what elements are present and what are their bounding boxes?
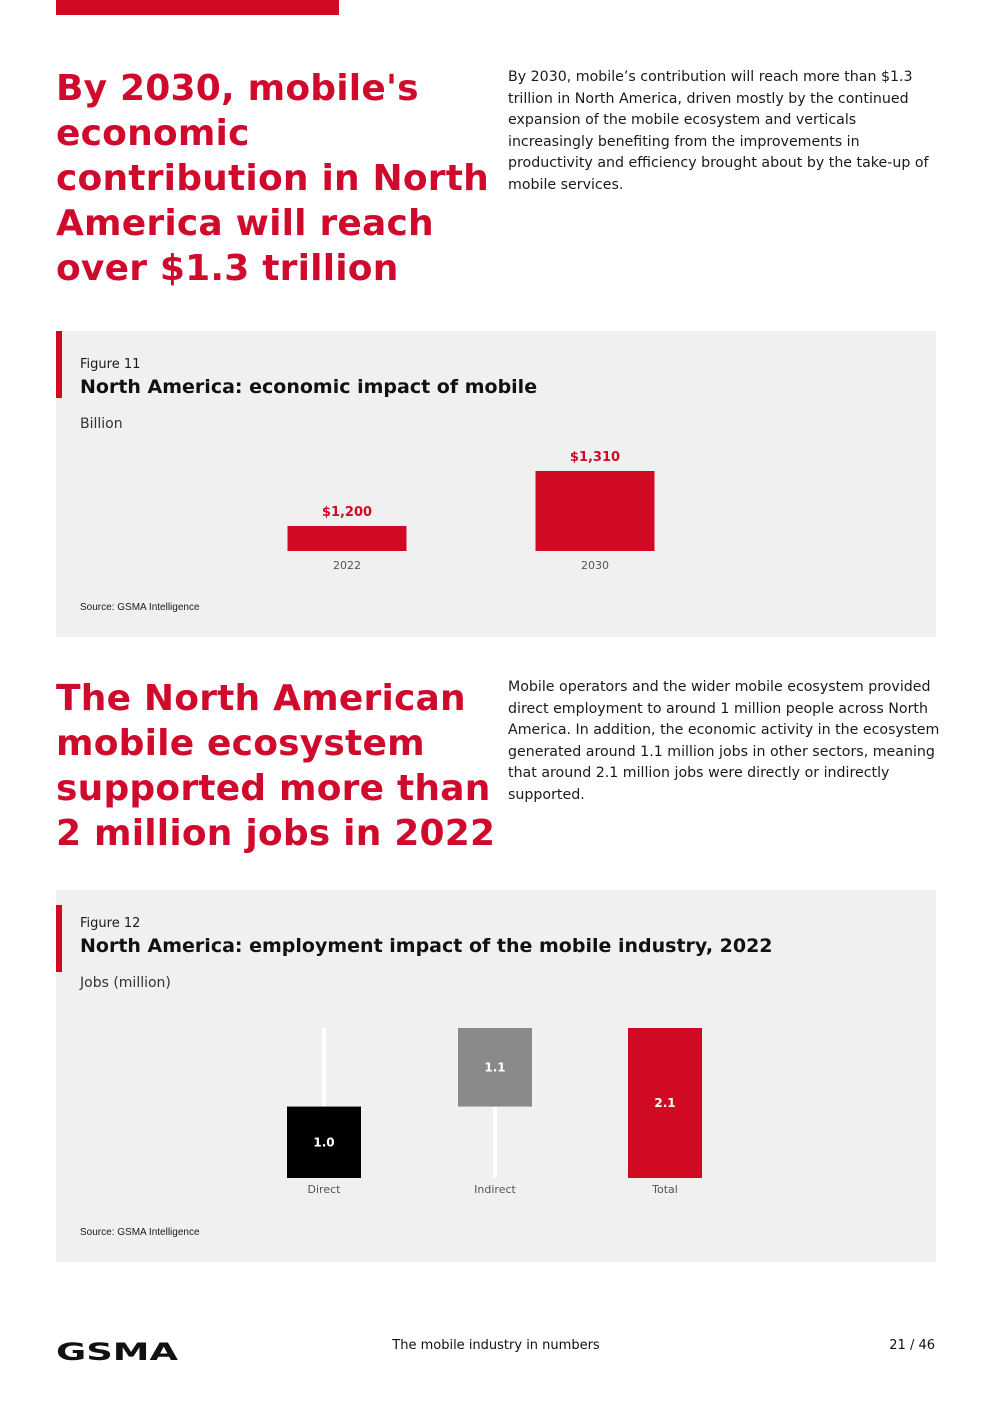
gsma-logo: GSMA <box>56 1340 179 1362</box>
figure-11-unit: Billion <box>80 416 123 432</box>
economic-impact-chart: $1,200 2022 $1,310 2030 <box>287 450 655 572</box>
bar-indirect <box>458 1028 532 1107</box>
bar-2022 <box>287 526 407 551</box>
x-tick-label-indirect: Indirect <box>474 1183 516 1196</box>
data-label-2022: $1,200 <box>322 505 372 520</box>
figure-accent-bar <box>56 331 62 398</box>
figure-11-label: Figure 11 <box>80 357 141 372</box>
section-2-body: Mobile operators and the wider mobile ec… <box>508 679 940 803</box>
x-tick-label-2022: 2022 <box>333 559 361 572</box>
figure-11-panel: Figure 11 North America: economic impact… <box>56 331 936 637</box>
x-tick-label-2030: 2030 <box>581 559 609 572</box>
section-2-headline: The North American mobile ecosystem supp… <box>56 678 496 854</box>
figure-12-label: Figure 12 <box>80 916 141 931</box>
data-label-total: 2.1 <box>654 1096 675 1110</box>
figure-12-title: North America: employment impact of the … <box>80 935 773 957</box>
employment-impact-chart: 1.0 Direct 1.1 Indirect 2.1 Total <box>287 1028 702 1196</box>
figure-12-unit: Jobs (million) <box>80 975 171 991</box>
bar-direct <box>287 1106 361 1178</box>
data-label-indirect: 1.1 <box>484 1060 505 1074</box>
waterfall-guide-line <box>322 1028 326 1178</box>
gsma-logo-text: GSMA <box>56 1340 179 1362</box>
bar-total <box>628 1028 702 1178</box>
data-label-2030: $1,310 <box>570 450 620 465</box>
figure-accent-bar <box>56 905 62 972</box>
page-number: 21 / 46 <box>889 1338 935 1353</box>
x-tick-label-direct: Direct <box>308 1183 342 1196</box>
x-tick-label-total: Total <box>651 1183 678 1196</box>
figure-11-source: Source: GSMA Intelligence <box>80 602 200 613</box>
figure-12-panel: Figure 12 North America: employment impa… <box>56 890 936 1262</box>
bar-2030 <box>535 471 655 551</box>
figure-11-title: North America: economic impact of mobile <box>80 376 538 398</box>
data-label-direct: 1.0 <box>313 1135 334 1149</box>
section-1-body: By 2030, mobile’s contribution will reac… <box>508 69 929 193</box>
top-accent-bar <box>56 0 339 15</box>
section-1-headline: By 2030, mobile's economic contribution … <box>56 68 490 289</box>
footer-document-title: The mobile industry in numbers <box>392 1338 600 1353</box>
figure-12-source: Source: GSMA Intelligence <box>80 1227 200 1238</box>
